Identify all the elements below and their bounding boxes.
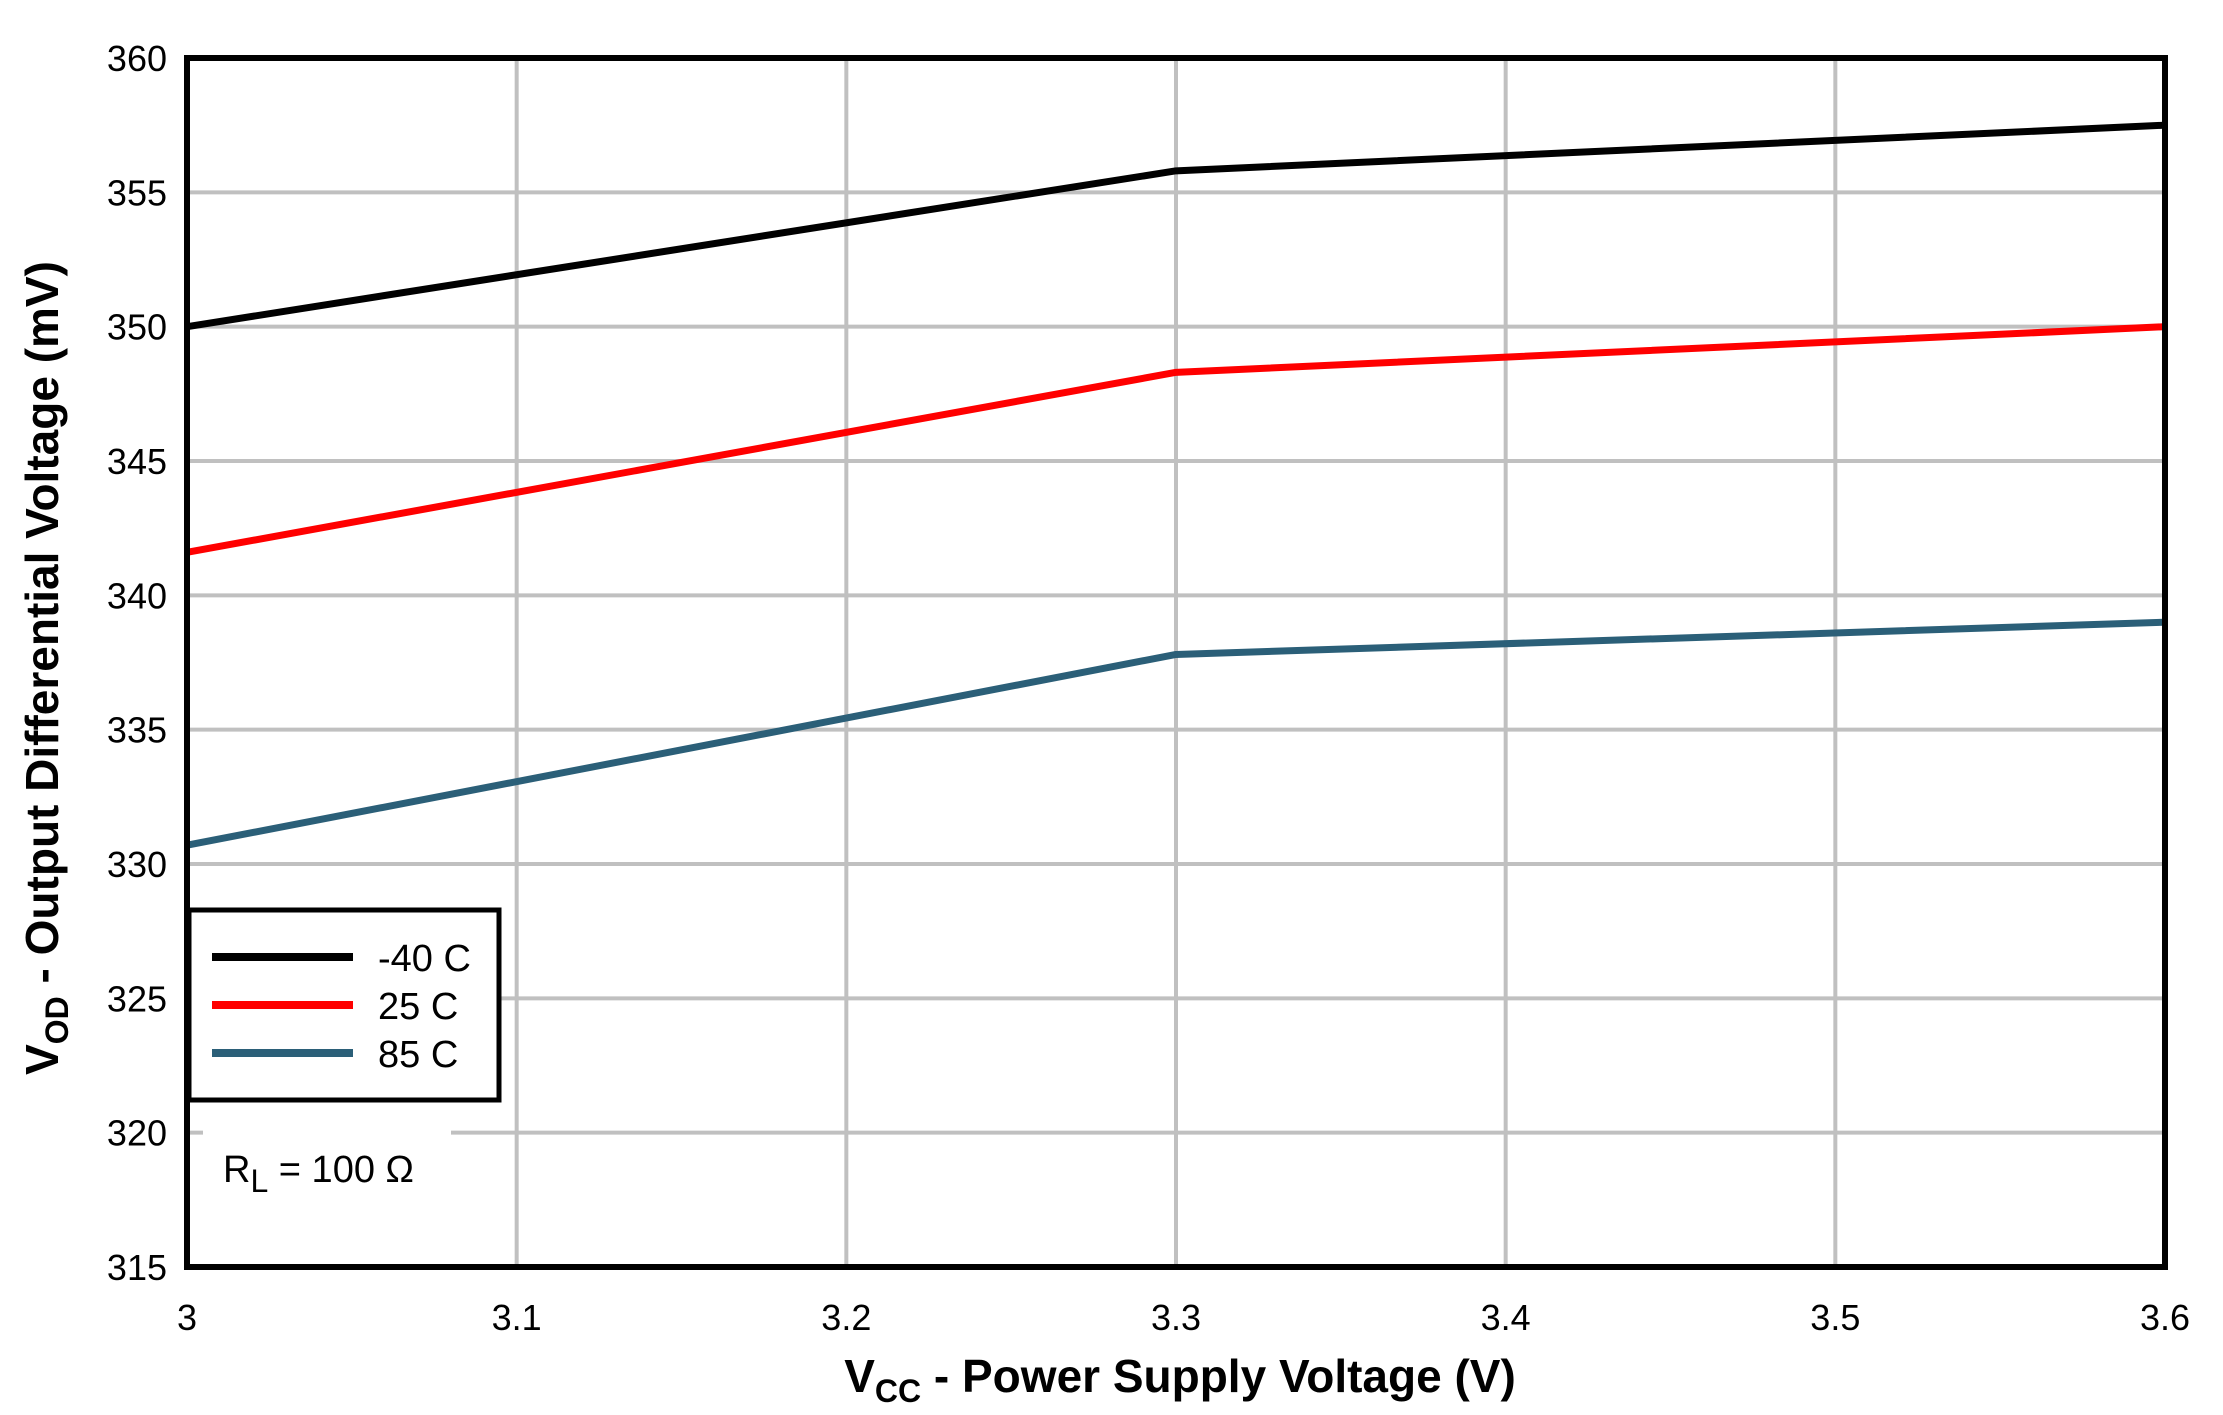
- y-tick-label: 325: [107, 978, 167, 1019]
- legend: -40 C 25 C 85 C: [186, 907, 502, 1103]
- y-tick-label: 320: [107, 1113, 167, 1154]
- y-tick-label: 335: [107, 710, 167, 751]
- plot-frame: [184, 55, 2168, 1270]
- x-axis-title: VCC - Power Supply Voltage (V): [844, 1350, 1516, 1409]
- x-tick-label: 3.5: [1810, 1297, 1860, 1338]
- x-tick-label: 3.6: [2140, 1297, 2190, 1338]
- annotation-background: [203, 1112, 451, 1192]
- y-tick-label: 345: [107, 441, 167, 482]
- x-tick-label: 3.2: [821, 1297, 871, 1338]
- series-line-minus40C: [186, 121, 2166, 331]
- x-tick-label: 3: [177, 1297, 197, 1338]
- y-axis-title: VOD - Output Differential Voltage (mV): [16, 261, 75, 1075]
- legend-label: -40 C: [378, 938, 471, 980]
- series-lines: [186, 121, 2166, 849]
- y-tick-label: 350: [107, 307, 167, 348]
- series-line-85C: [186, 618, 2166, 849]
- y-tick-labels: 315 320 325 330 335 340 345 350 355 360: [107, 38, 167, 1288]
- x-tick-label: 3.3: [1151, 1297, 1201, 1338]
- y-tick-label: 330: [107, 844, 167, 885]
- x-tick-label: 3.1: [492, 1297, 542, 1338]
- legend-label: 85 C: [378, 1034, 458, 1076]
- y-tick-label: 315: [107, 1247, 167, 1288]
- annotation-rl: RL = 100 Ω: [223, 1149, 414, 1199]
- series-line-25C: [186, 323, 2166, 556]
- y-tick-label: 360: [107, 38, 167, 79]
- x-tick-labels: 3 3.1 3.2 3.3 3.4 3.5 3.6: [177, 1297, 2190, 1338]
- legend-label: 25 C: [378, 986, 458, 1028]
- y-tick-label: 340: [107, 575, 167, 616]
- x-tick-label: 3.4: [1481, 1297, 1531, 1338]
- y-tick-label: 355: [107, 172, 167, 213]
